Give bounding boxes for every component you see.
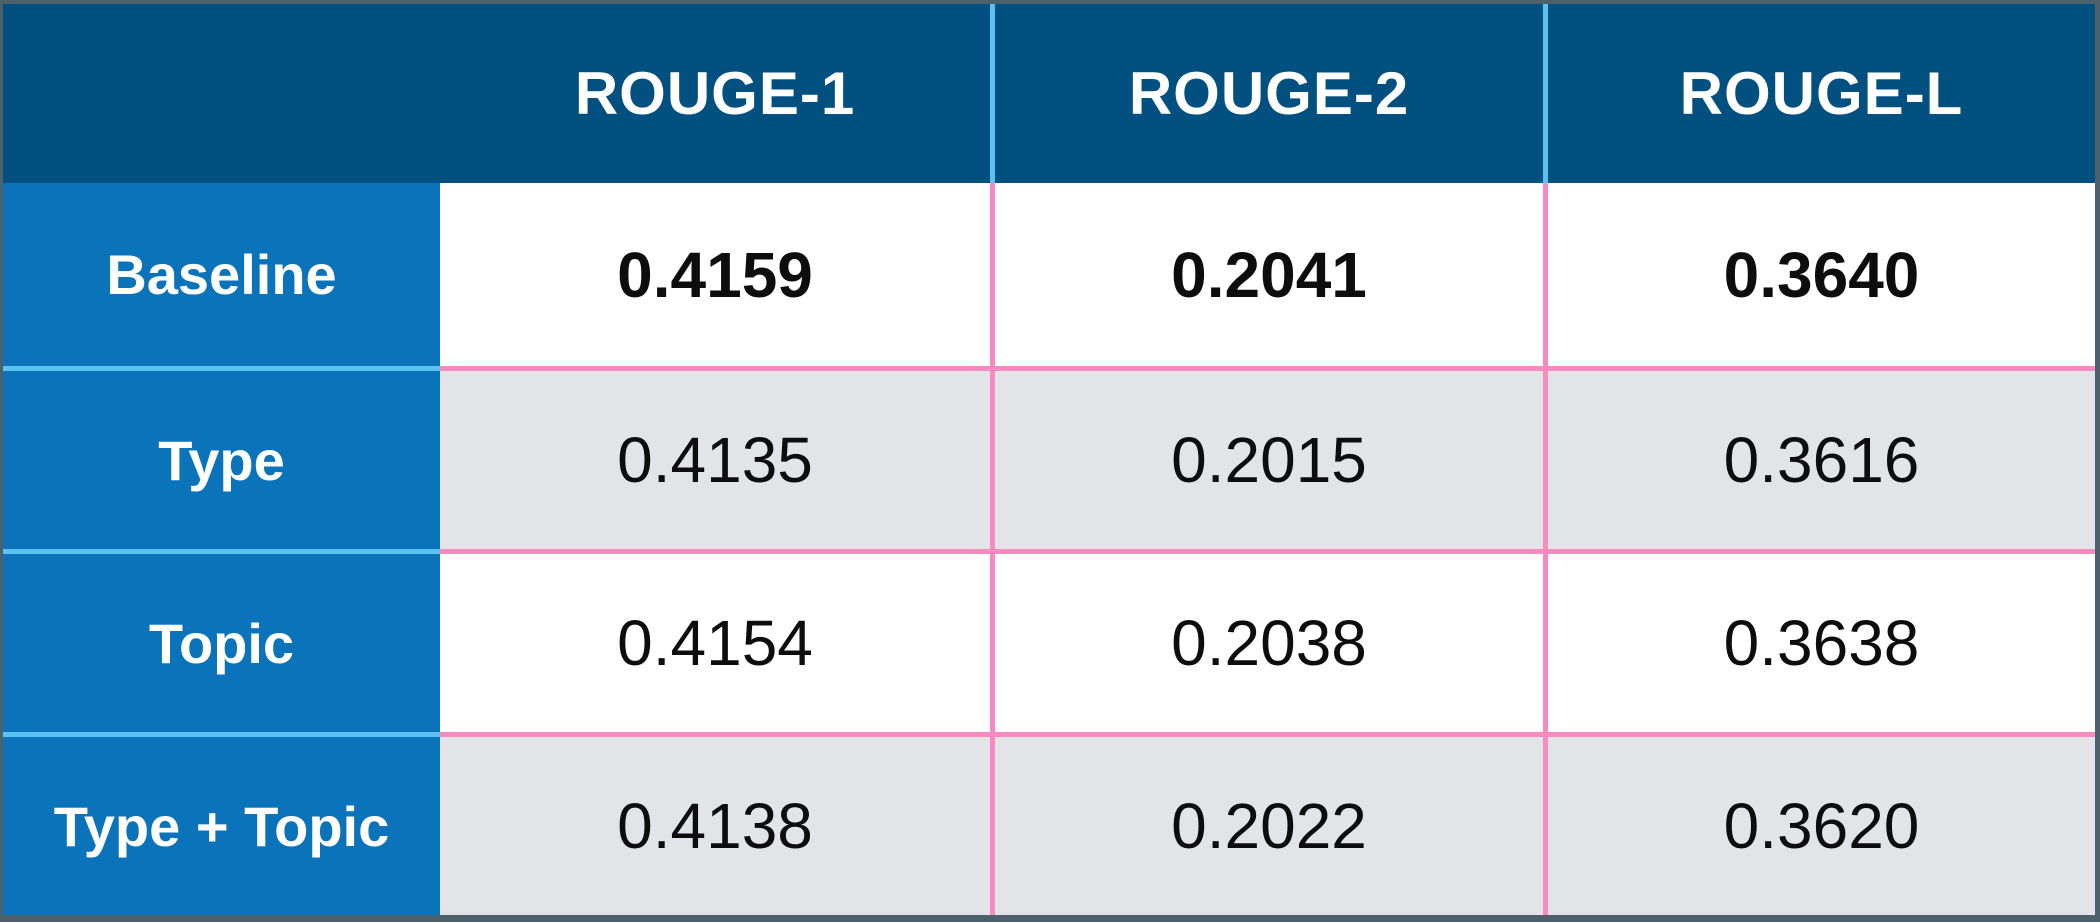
row-label-type-plus-topic: Type + Topic [3,732,440,915]
row-label-type: Type [3,366,440,549]
value-type-rouge-2: 0.2015 [990,366,1543,549]
value-topic-rouge-1: 0.4154 [440,549,990,732]
header-corner-cell [3,4,440,183]
value-type-plus-topic-rouge-1: 0.4138 [440,732,990,915]
value-baseline-rouge-2: 0.2041 [990,183,1543,366]
value-type-plus-topic-rouge-l: 0.3620 [1543,732,2095,915]
header-rouge-1: ROUGE-1 [440,4,990,183]
value-baseline-rouge-1: 0.4159 [440,183,990,366]
value-type-rouge-1: 0.4135 [440,366,990,549]
row-label-baseline: Baseline [3,183,440,366]
value-type-rouge-l: 0.3616 [1543,366,2095,549]
value-type-plus-topic-rouge-2: 0.2022 [990,732,1543,915]
value-topic-rouge-2: 0.2038 [990,549,1543,732]
row-label-topic: Topic [3,549,440,732]
header-rouge-l: ROUGE-L [1543,4,2095,183]
value-baseline-rouge-l: 0.3640 [1543,183,2095,366]
value-topic-rouge-l: 0.3638 [1543,549,2095,732]
header-rouge-2: ROUGE-2 [990,4,1543,183]
